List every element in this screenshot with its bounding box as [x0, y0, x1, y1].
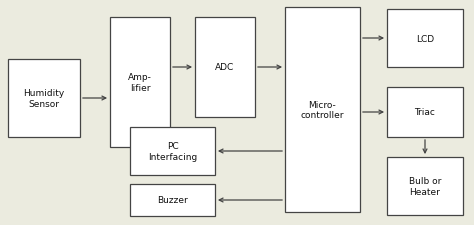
- Bar: [130, 184, 215, 216]
- Text: Humidity
Sensor: Humidity Sensor: [23, 89, 64, 108]
- Text: LCD: LCD: [416, 34, 434, 43]
- Text: Bulb or
Heater: Bulb or Heater: [409, 177, 441, 196]
- Text: ADC: ADC: [215, 63, 235, 72]
- Text: PC
Interfacing: PC Interfacing: [148, 142, 197, 161]
- Bar: [130, 127, 215, 175]
- Bar: [110, 18, 170, 147]
- Text: Buzzer: Buzzer: [157, 196, 188, 205]
- Bar: [387, 10, 463, 68]
- Bar: [285, 8, 360, 212]
- Text: Triac: Triac: [415, 108, 436, 117]
- Bar: [8, 60, 80, 137]
- Text: Amp-
lifier: Amp- lifier: [128, 73, 152, 92]
- Text: Micro-
controller: Micro- controller: [301, 100, 344, 120]
- Bar: [387, 88, 463, 137]
- Bar: [387, 157, 463, 215]
- Bar: [195, 18, 255, 117]
